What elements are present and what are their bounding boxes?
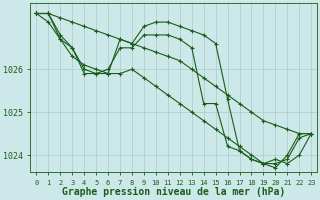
X-axis label: Graphe pression niveau de la mer (hPa): Graphe pression niveau de la mer (hPa) [62,187,285,197]
